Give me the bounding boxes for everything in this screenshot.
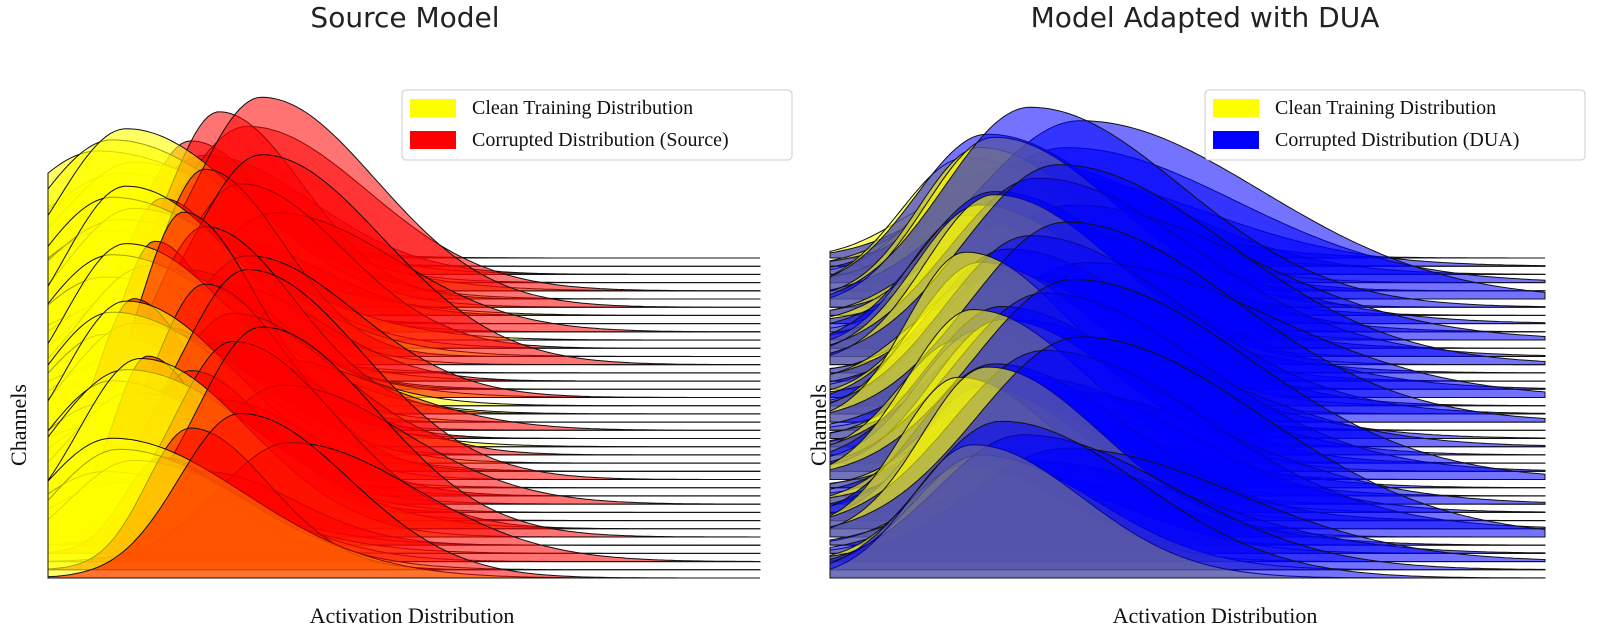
x-axis-label: Activation Distribution [310,603,515,628]
legend: Clean Training Distribution Corrupted Di… [1204,89,1586,161]
panel-title: Model Adapted with DUA [1031,1,1380,34]
ridgeline-plot [829,106,1546,579]
legend-label: Corrupted Distribution (DUA) [1275,129,1519,151]
y-axis-label: Channels [806,384,831,466]
x-axis-label: Activation Distribution [1113,603,1318,628]
legend-box [1204,89,1586,161]
panel-source-model: Source Model Activation Distribution Cha… [6,1,793,628]
panel-dua-model: Model Adapted with DUA Activation Distri… [806,1,1586,628]
legend-swatch [410,99,456,117]
legend-label: Corrupted Distribution (Source) [472,129,729,151]
ridgeline-plot [47,96,761,579]
ridge-corrupted [47,412,760,579]
legend-swatch [1213,99,1259,117]
panel-title: Source Model [310,1,499,34]
legend-label: Clean Training Distribution [1275,97,1496,119]
legend-swatch [1213,131,1259,149]
ridge-corrupted [829,420,1546,579]
legend: Clean Training Distribution Corrupted Di… [401,89,793,161]
y-axis-label: Channels [6,384,31,466]
legend-label: Clean Training Distribution [472,97,693,119]
legend-swatch [410,131,456,149]
legend-box [401,89,793,161]
